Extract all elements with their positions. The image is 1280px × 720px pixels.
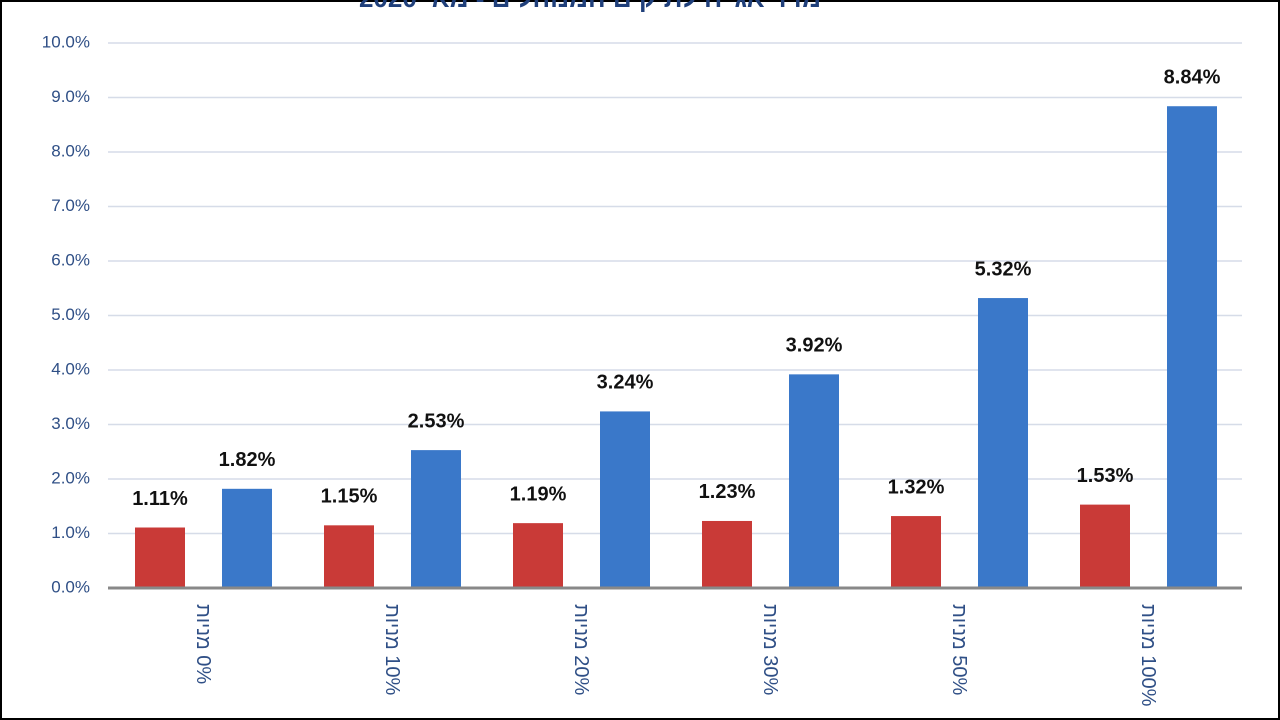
value-label: 2.53%: [408, 410, 465, 432]
value-label: 1.15%: [321, 486, 378, 508]
y-tick-label: 9.0%: [51, 87, 90, 106]
chart-title: מדד אג"ח לתיקים המנוהלים - מאי 2020: [359, 0, 821, 13]
x-tick-label: 30% מניות: [759, 604, 781, 696]
bar: [600, 411, 650, 588]
bar: [411, 450, 461, 588]
bar: [891, 516, 941, 588]
value-label: 1.23%: [699, 481, 756, 503]
y-tick-label: 10.0%: [42, 32, 90, 51]
y-tick-label: 7.0%: [51, 196, 90, 215]
x-tick-label: 0% מניות: [192, 604, 214, 684]
bar: [1080, 504, 1130, 588]
y-tick-label: 6.0%: [51, 250, 90, 269]
value-label: 1.82%: [219, 449, 276, 471]
value-label: 1.53%: [1077, 465, 1134, 487]
value-label: 1.11%: [132, 488, 188, 510]
y-tick-label: 2.0%: [51, 468, 90, 487]
bar: [1167, 106, 1217, 588]
y-tick-label: 5.0%: [51, 305, 90, 324]
value-label: 1.19%: [510, 483, 567, 505]
x-tick-label: 100% מניות: [1137, 604, 1159, 707]
bar: [978, 298, 1028, 588]
y-tick-label: 4.0%: [51, 359, 90, 378]
value-label: 3.24%: [597, 372, 654, 394]
y-tick-label: 0.0%: [51, 577, 90, 596]
value-label: 5.32%: [975, 258, 1032, 280]
bar: [513, 523, 563, 588]
bar: [222, 488, 272, 588]
bar: [789, 374, 839, 588]
bar: [135, 527, 185, 588]
bar: [702, 520, 752, 588]
value-label: 8.84%: [1164, 67, 1221, 89]
x-tick-label: 10% מניות: [381, 604, 403, 696]
value-label: 1.32%: [888, 476, 945, 498]
y-tick-label: 8.0%: [51, 141, 90, 160]
bar: [324, 525, 374, 588]
y-tick-label: 1.0%: [51, 523, 90, 542]
y-tick-label: 3.0%: [51, 414, 90, 433]
value-label: 3.92%: [786, 335, 843, 357]
x-tick-label: 20% מניות: [570, 604, 592, 696]
x-tick-label: 50% מניות: [948, 604, 970, 696]
